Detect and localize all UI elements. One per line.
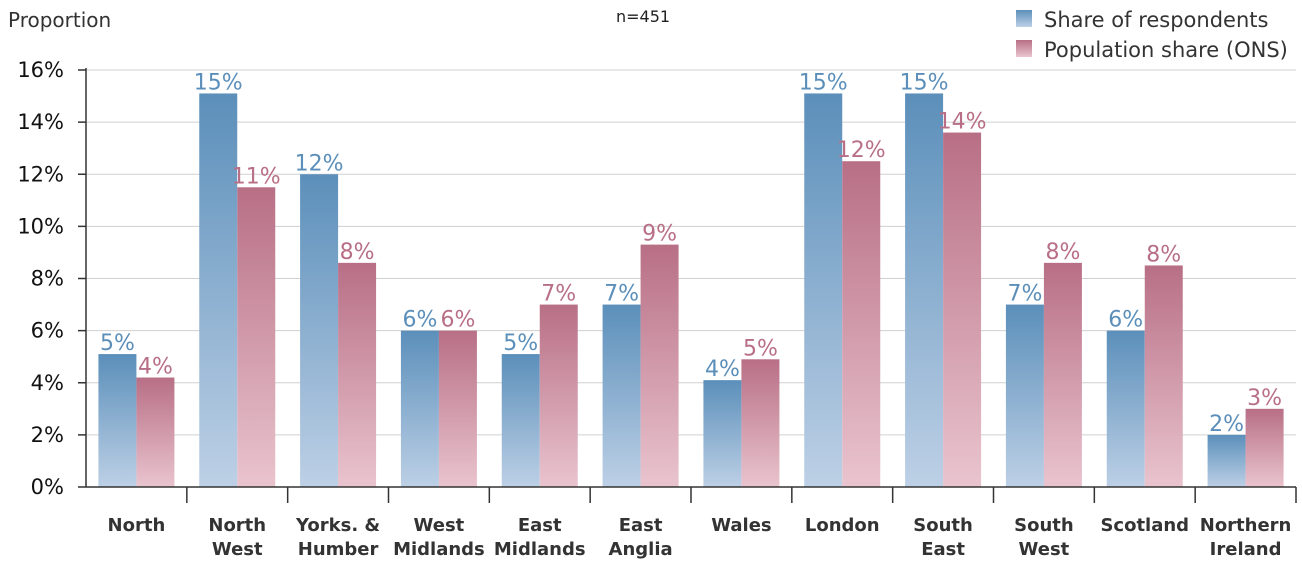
gridlines: [86, 69, 1296, 436]
bar-respondents: [1106, 330, 1145, 487]
bar-respondents: [300, 174, 339, 487]
data-label-respondents: 5%: [100, 331, 135, 356]
y-axis-title: Proportion: [8, 8, 111, 32]
data-label-respondents: 7%: [1007, 282, 1042, 307]
bar-respondents: [98, 354, 137, 487]
legend-label-population: Population share (ONS): [1044, 38, 1288, 62]
bar-population: [1245, 408, 1284, 487]
data-label-population: 14%: [938, 110, 987, 135]
legend-swatch-respondents: [1016, 10, 1032, 27]
x-category-label: London: [805, 515, 880, 536]
data-label-population: 6%: [440, 308, 475, 333]
y-tick-label: 4%: [31, 371, 64, 395]
data-label-population: 8%: [1045, 240, 1080, 265]
data-label-respondents: 7%: [604, 282, 639, 307]
y-tick-label: 14%: [17, 110, 64, 134]
y-tick-label: 2%: [31, 423, 64, 447]
bar-population: [539, 304, 578, 487]
bar-respondents: [400, 330, 439, 487]
data-label-population: 11%: [232, 164, 281, 189]
x-category-label: Yorks. &: [295, 515, 380, 536]
data-label-respondents: 15%: [194, 70, 243, 95]
data-label-population: 3%: [1247, 386, 1282, 411]
data-label-population: 12%: [837, 138, 886, 163]
x-category-label: North: [108, 515, 166, 536]
axes: [78, 68, 1297, 503]
y-tick-label: 12%: [17, 162, 64, 186]
y-tick-label: 0%: [31, 475, 64, 499]
x-category-label: Midlands: [494, 539, 586, 560]
x-category-label: South: [1014, 515, 1074, 536]
data-label-population: 8%: [1146, 242, 1181, 267]
x-category-label: East: [518, 515, 562, 536]
x-category-label: Ireland: [1210, 539, 1282, 560]
x-category-label: East: [619, 515, 663, 536]
bar-respondents: [1005, 304, 1044, 487]
x-category-label: Northern: [1200, 515, 1292, 536]
bar-population: [842, 161, 881, 487]
bar-population: [338, 262, 377, 487]
bar-population: [640, 244, 679, 487]
x-category-label: West: [1019, 539, 1070, 560]
bar-respondents: [703, 380, 742, 487]
bar-respondents: [199, 93, 238, 488]
x-category-label: North: [208, 515, 266, 536]
bar-respondents: [602, 304, 641, 487]
bar-respondents: [804, 93, 843, 488]
data-label-population: 4%: [138, 355, 173, 380]
bar-population: [741, 359, 780, 487]
y-tick-label: 6%: [31, 319, 64, 343]
x-category-label: Midlands: [393, 539, 485, 560]
data-label-respondents: 5%: [503, 331, 538, 356]
labels: 0%2%4%6%8%10%12%14%16%5%4%North15%11%Nor…: [17, 58, 1291, 560]
y-tick-label: 8%: [31, 267, 64, 291]
legend-swatch-population: [1016, 40, 1032, 57]
y-tick-label: 10%: [17, 214, 64, 238]
x-category-label: East: [921, 539, 965, 560]
x-category-label: West: [414, 515, 465, 536]
x-category-label: South: [913, 515, 973, 536]
legend: Share of respondents Population share (O…: [1016, 8, 1288, 62]
sample-size-note: n=451: [616, 7, 670, 26]
bar-population: [943, 132, 982, 488]
data-label-respondents: 15%: [900, 70, 949, 95]
bar-population: [136, 377, 175, 487]
x-category-label: Anglia: [609, 539, 673, 560]
data-label-population: 5%: [743, 336, 778, 361]
data-label-population: 8%: [340, 240, 375, 265]
data-label-respondents: 6%: [402, 308, 437, 333]
bar-respondents: [905, 93, 944, 488]
bar-respondents: [501, 354, 540, 487]
bar-population: [1144, 265, 1183, 487]
x-category-label: Wales: [711, 515, 771, 536]
bars: [98, 93, 1284, 488]
data-label-respondents: 4%: [705, 357, 740, 382]
data-label-respondents: 15%: [799, 70, 848, 95]
data-label-respondents: 12%: [295, 151, 344, 176]
bar-population: [237, 187, 276, 487]
x-category-label: West: [212, 539, 263, 560]
y-tick-label: 16%: [17, 58, 64, 82]
bar-respondents: [1207, 434, 1246, 487]
data-label-respondents: 6%: [1108, 308, 1143, 333]
data-label-population: 9%: [642, 222, 677, 247]
data-label-respondents: 2%: [1209, 412, 1244, 437]
x-category-label: Scotland: [1100, 515, 1189, 536]
bar-population: [1043, 262, 1082, 487]
x-category-label: Humber: [298, 539, 379, 560]
bar-population: [438, 330, 477, 487]
legend-label-respondents: Share of respondents: [1044, 8, 1268, 32]
data-label-population: 7%: [541, 282, 576, 307]
